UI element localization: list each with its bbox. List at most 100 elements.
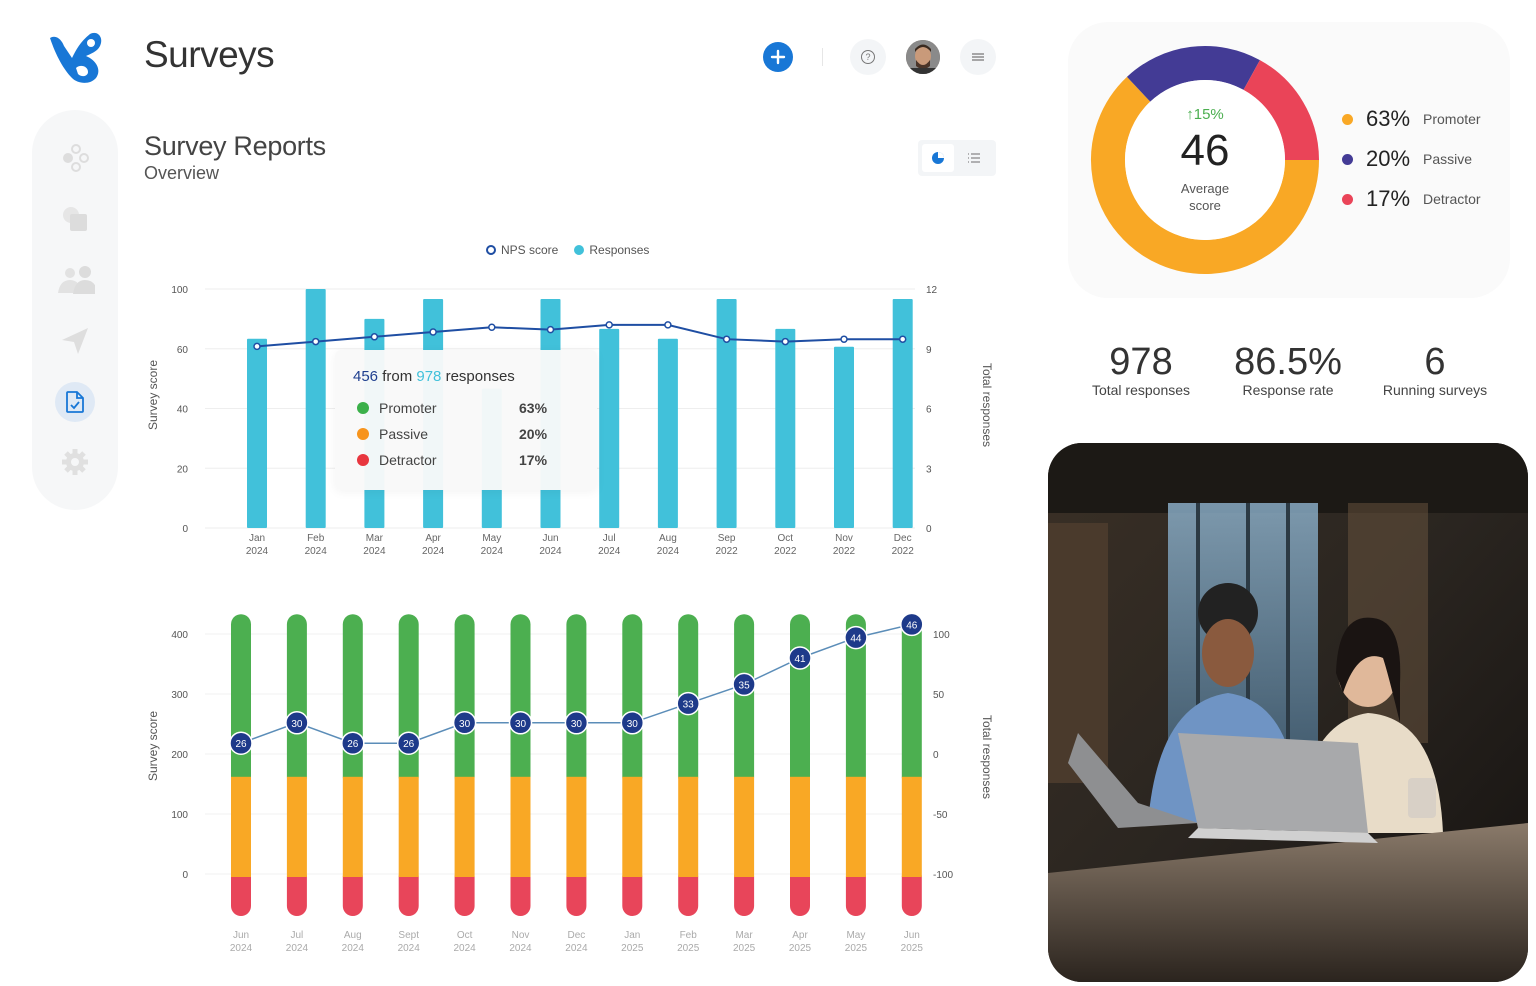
detractor-segment	[901, 867, 922, 916]
y-tick-label: 60	[177, 345, 189, 356]
add-button[interactable]	[763, 42, 793, 72]
list-view-button[interactable]	[958, 144, 990, 172]
sidebar	[32, 110, 118, 510]
nps-donut-chart	[1091, 46, 1319, 274]
help-button[interactable]: ?	[850, 39, 886, 75]
tooltip-suffix: responses	[445, 368, 515, 385]
y2-tick-label: 6	[926, 405, 932, 416]
x-tick-label: Dec	[568, 930, 586, 941]
sidebar-item-users[interactable]	[55, 260, 95, 300]
nps-point	[488, 323, 496, 331]
header-divider	[822, 48, 823, 66]
nps-point	[546, 325, 555, 334]
score-marker-label: 30	[515, 719, 527, 730]
passive-segment	[454, 776, 475, 877]
x-tick-year: 2024	[363, 546, 386, 557]
passive-segment	[286, 776, 307, 877]
score-marker-label: 26	[347, 739, 359, 750]
promoter-segment	[454, 614, 475, 787]
x-tick-label: Jun	[233, 930, 249, 941]
score-marker-label: 35	[739, 680, 751, 691]
x-tick-label: Sept	[398, 930, 419, 941]
app-title: Surveys	[144, 34, 275, 75]
nps-point	[781, 337, 790, 346]
detractor-segment	[286, 867, 307, 916]
x-tick-year: 2025	[621, 943, 644, 954]
average-score-label: Average score	[1145, 180, 1265, 214]
sidebar-item-dashboard[interactable]	[55, 138, 95, 178]
y-tick-label: 200	[171, 750, 188, 761]
score-marker-label: 30	[459, 719, 471, 730]
team-photo-image	[1048, 443, 1528, 982]
legend-nps[interactable]: NPS score	[486, 243, 558, 257]
x-tick-year: 2024	[481, 546, 504, 557]
score-marker-label: 46	[906, 620, 918, 631]
tooltip-total: 978	[416, 368, 442, 385]
passive-segment	[734, 776, 755, 877]
legend-responses[interactable]: Responses	[574, 243, 649, 257]
x-tick-label: Dec	[894, 533, 912, 544]
score-marker-label: 30	[571, 719, 583, 730]
x-tick-year: 2024	[453, 943, 476, 954]
svg-text:?: ?	[865, 52, 870, 62]
donut-segment-detractor	[1243, 60, 1319, 161]
y-tick-label: 0	[182, 870, 188, 881]
promoter-segment	[845, 614, 866, 787]
score-marker	[564, 711, 589, 735]
donut-center	[1125, 80, 1285, 240]
tooltip-row-promoter: Promoter 63%	[353, 395, 579, 421]
menu-button[interactable]	[960, 39, 996, 75]
detractor-segment	[398, 867, 419, 916]
detractor-segment	[342, 867, 363, 916]
x-tick-label: Aug	[344, 930, 362, 941]
passive-segment	[231, 776, 251, 877]
x-tick-year: 2022	[833, 546, 856, 557]
response-bar	[247, 338, 267, 528]
y2-tick-label: 50	[933, 690, 945, 701]
nps-point	[605, 321, 613, 329]
score-marker-label: 33	[683, 700, 695, 711]
nps-line	[256, 323, 903, 348]
promoter-segment	[678, 614, 699, 787]
score-marker	[788, 646, 812, 670]
detractor-segment	[566, 867, 587, 916]
donut-legend-promoter: 63% Promoter	[1342, 104, 1481, 134]
sidebar-item-settings[interactable]	[55, 442, 95, 482]
score-marker	[229, 731, 253, 755]
y2-tick-label: 3	[926, 464, 932, 475]
sidebar-item-shapes[interactable]	[55, 199, 95, 239]
sidebar-item-survey-reports[interactable]	[55, 382, 95, 422]
y-axis-title: Survey score	[146, 360, 160, 430]
brand-logo[interactable]	[46, 28, 106, 86]
legend-label: Passive	[1423, 151, 1473, 167]
stat-total-responses: 978 Total responses	[1066, 342, 1216, 398]
x-tick-year: 2025	[845, 943, 868, 954]
chart-view-button[interactable]	[922, 144, 954, 172]
response-bar	[716, 298, 737, 528]
promoter-segment	[901, 614, 922, 787]
nps-point	[311, 337, 320, 346]
x-tick-year: 2022	[774, 546, 797, 557]
passive-segment	[566, 776, 587, 877]
x-tick-label: Sep	[718, 533, 736, 544]
promoter-segment	[790, 614, 810, 787]
detractor-segment	[622, 867, 643, 916]
avatar[interactable]	[906, 40, 940, 74]
stat-value: 6	[1424, 341, 1446, 383]
page-title: Survey Reports	[144, 131, 326, 161]
nps-point	[898, 335, 907, 343]
x-tick-year: 2024	[539, 546, 562, 557]
x-tick-year: 2025	[789, 943, 812, 954]
tooltip-from: from	[382, 368, 413, 385]
sidebar-item-send[interactable]	[55, 321, 95, 361]
page-subtitle: Overview	[144, 163, 220, 183]
detractor-segment	[790, 867, 810, 916]
chart-legend: NPS score Responses	[486, 243, 649, 257]
tooltip-label: Promoter	[379, 400, 437, 416]
x-tick-label: Oct	[778, 533, 794, 544]
nps-point	[664, 321, 672, 329]
x-tick-label: Jun	[904, 930, 920, 941]
x-tick-label: Aug	[659, 533, 677, 544]
user-avatar-icon	[906, 40, 940, 74]
promoter-segment	[510, 614, 531, 787]
